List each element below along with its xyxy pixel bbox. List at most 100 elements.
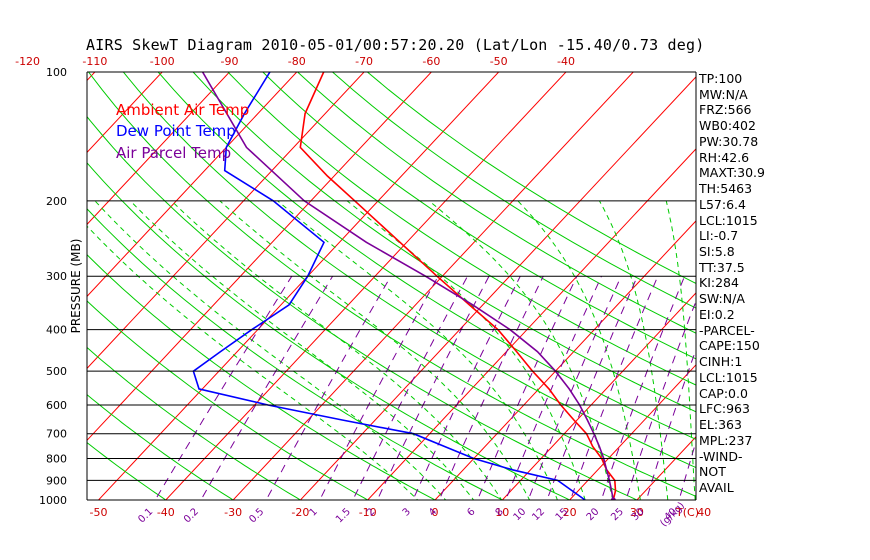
moist-adiabat-line (346, 200, 586, 500)
bottom-tick-label: 0 (432, 506, 439, 519)
stat-item: KI:284 (699, 275, 739, 291)
isotherm-line (87, 72, 163, 154)
bottom-tick-label: 20 (563, 506, 577, 519)
isotherm-line (501, 292, 696, 500)
moist-adiabat-line (129, 200, 475, 500)
moist-adiabat-line (665, 200, 696, 500)
dry-adiabat-line (157, 72, 696, 440)
mixing-ratio-line (546, 276, 638, 500)
mixing-ratio-line (600, 276, 686, 500)
dry-adiabat-line (87, 162, 571, 500)
stat-item: L57:6.4 (699, 196, 746, 212)
legend-dew-point-temp: Dew Point Temp (116, 122, 236, 140)
stat-item: TP:100 (699, 71, 743, 86)
legend-ambient-air-temp: Ambient Air Temp (116, 101, 250, 119)
stat-item: SW:N/A (699, 291, 745, 307)
stat-item: TH:5463 (699, 181, 753, 197)
stat-item: EL:363 (699, 417, 742, 433)
mixing-ratio-line (505, 275, 602, 500)
isotherm-line (87, 72, 298, 298)
y-tick-label: 400 (46, 324, 67, 337)
y-tick-label: 600 (46, 399, 67, 412)
isotherm-line (0, 52, 46, 509)
isotherm-line (434, 220, 696, 500)
stat-item: CINH:1 (699, 354, 743, 370)
isotherm-line (568, 364, 696, 500)
dry-adiabat-line (296, 72, 696, 334)
mixing-ratio-line (476, 275, 578, 500)
top-tick-label: -110 (82, 55, 107, 68)
bottom-tick-label: 30 (630, 506, 644, 519)
top-tick-label: -100 (150, 55, 175, 68)
bottom-tick-label: -10 (359, 506, 377, 519)
dry-adiabat-line (87, 346, 302, 500)
top-tick-label: -70 (355, 55, 373, 68)
y-tick-label: 800 (46, 453, 67, 466)
isotherm-line (763, 52, 870, 509)
stat-item: MW:N/A (699, 86, 748, 102)
stat-item: LCL:1015 (699, 369, 758, 385)
mixing-ratio-line (527, 275, 622, 500)
top-tick-label: -120 (15, 55, 40, 68)
top-tick-label: -60 (422, 55, 440, 68)
dry-adiabat-line (87, 115, 639, 500)
bottom-tick-label: -20 (291, 506, 309, 519)
stat-item: RH:42.6 (699, 149, 750, 165)
mixing-ratio-label: 1.5 (334, 506, 353, 525)
isotherm-line (87, 72, 433, 442)
isotherm-line (87, 72, 231, 226)
dry-adiabat-line (122, 72, 696, 469)
bottom-tick-label: -40 (157, 506, 175, 519)
mixing-ratio-line (376, 275, 490, 500)
stat-item: LCL:1015 (699, 212, 758, 228)
y-tick-label: 100 (46, 66, 67, 79)
y-tick-label: 300 (46, 270, 67, 283)
isotherm-line (830, 52, 870, 509)
bottom-axis-label: T(C) (675, 506, 699, 519)
moist-adiabat-line (598, 200, 669, 500)
stat-item: LFC:963 (699, 401, 750, 417)
moist-adiabat-line (219, 200, 531, 500)
stat-item: CAP:0.0 (699, 385, 748, 401)
surface-point-marker (610, 497, 616, 500)
stat-item: FRZ:566 (699, 102, 752, 118)
isotherm-line (97, 72, 500, 500)
top-tick-label: -90 (220, 55, 238, 68)
dry-adiabat-line (87, 300, 369, 500)
mixing-ratio-label: 0.2 (182, 506, 201, 525)
top-tick-label: -40 (557, 55, 575, 68)
isotherm-line (367, 148, 696, 500)
mixing-ratio-line (625, 299, 696, 500)
stat-item: CAPE:150 (699, 338, 760, 354)
bottom-tick-label: -30 (224, 506, 242, 519)
chart-title: AIRS SkewT Diagram 2010-05-01/00:57:20.2… (86, 36, 705, 54)
stat-item: EI:0.2 (699, 306, 735, 322)
mixing-ratio-label: 3 (401, 506, 413, 518)
mixing-ratio-line (438, 275, 544, 500)
isotherm-line (232, 72, 634, 500)
mixing-ratio-label: 25 (609, 506, 626, 523)
stat-item: -PARCEL- (699, 322, 755, 338)
dry-adiabat-line (87, 72, 696, 497)
stat-item: AVAIL (699, 479, 734, 495)
isotherm-line (87, 72, 365, 370)
top-tick-label: -50 (490, 55, 508, 68)
mixing-ratio-line (569, 276, 659, 500)
moist-adiabat-line (277, 200, 558, 500)
bottom-tick-label: 10 (495, 506, 509, 519)
legend-air-parcel-temp: Air Parcel Temp (116, 144, 232, 162)
mixing-ratio-label: 0.5 (247, 506, 266, 525)
series-line-air-parcel-temp (201, 72, 615, 500)
stat-item: NOT (699, 464, 726, 480)
mixing-ratio-label: 10 (512, 506, 529, 523)
stat-item: SI:5.8 (699, 244, 735, 260)
y-axis-label: PRESSURE (MB) (69, 239, 83, 334)
dry-adiabat-line (87, 208, 504, 500)
isotherm-line (165, 72, 567, 500)
mixing-ratio-label: 12 (530, 506, 547, 523)
dry-adiabat-line (192, 72, 696, 413)
stat-item: PW:30.78 (699, 133, 759, 149)
bottom-tick-label: 40 (697, 506, 711, 519)
mixing-ratio-line (319, 275, 439, 500)
